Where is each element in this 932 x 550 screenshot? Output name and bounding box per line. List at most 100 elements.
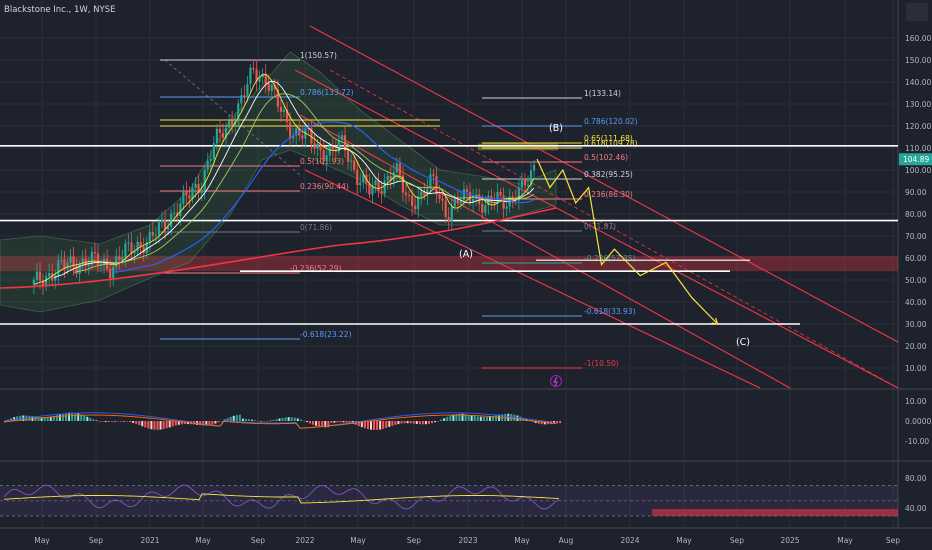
candle-body-122 [404, 192, 408, 196]
macd-bar-98 [302, 420, 305, 422]
macd-bar-82 [254, 420, 257, 421]
macd-bar-101 [312, 421, 315, 425]
candle-body-58 [209, 159, 212, 161]
time-tick-13: Sep [730, 536, 744, 545]
macd-bar-70 [217, 421, 220, 423]
candle-body-115 [383, 180, 386, 194]
candle-body-77 [267, 83, 270, 91]
candle-body-108 [362, 174, 365, 183]
macd-bar-41 [129, 421, 132, 423]
macd-bar-97 [299, 419, 302, 421]
macd-bar-46 [144, 421, 147, 428]
price-tick-3: 130.00 [905, 100, 931, 109]
macd-bar-120 [370, 421, 372, 430]
candle-body-157 [511, 196, 514, 199]
price-tick-8: 80.00 [905, 210, 927, 219]
macd-bar-67 [208, 421, 211, 426]
candle-body-144 [472, 198, 475, 203]
candle-body-131 [432, 174, 435, 176]
price-tick-2: 140.00 [905, 78, 931, 87]
fib-label-5: -0.236(52.29) [290, 264, 342, 273]
macd-bar-29 [92, 419, 95, 421]
candle-body-70 [246, 83, 249, 96]
candle-body-155 [505, 206, 508, 209]
macd-bar-33 [104, 421, 107, 422]
macd-bar-12 [40, 417, 43, 421]
macd-bar-124 [382, 421, 385, 429]
macd-bar-116 [357, 421, 360, 426]
candle-body-136 [447, 216, 450, 222]
macd-bar-24 [77, 413, 80, 421]
macd-bar-108 [333, 421, 336, 423]
candle-body-133 [438, 194, 441, 199]
candle-body-97 [328, 145, 331, 156]
macd-bar-141 [434, 421, 437, 423]
macd-bar-153 [470, 415, 473, 421]
macd-bar-110 [339, 421, 342, 423]
candle-body-161 [523, 178, 527, 186]
macd-bar-36 [113, 421, 116, 422]
candle-body-81 [279, 106, 283, 112]
lightning-ring [550, 375, 562, 387]
price-tick-14: 20.00 [905, 342, 927, 351]
candle-body-123 [407, 195, 411, 197]
candle-body-13 [72, 256, 75, 267]
candle-body-126 [417, 196, 420, 210]
candle-body-9 [60, 259, 63, 261]
macd-bar-102 [315, 421, 318, 426]
candle-body-124 [411, 195, 414, 206]
macd-bar-26 [83, 415, 86, 421]
macd-bar-168 [516, 415, 519, 421]
macd-bar-139 [427, 421, 430, 424]
macd-bar-14 [46, 417, 49, 421]
candle-body-153 [499, 191, 502, 196]
time-tick-16: Sep [886, 536, 900, 545]
candle-body-134 [441, 198, 444, 201]
candle-body-43 [163, 219, 167, 230]
rsi-tick-0: 80.00 [905, 474, 927, 483]
macd-bar-112 [345, 421, 348, 423]
candle-body-31 [127, 242, 130, 244]
macd-tick-1: 0.0000 [905, 417, 931, 426]
candle-body-110 [368, 183, 371, 195]
time-tick-8: 2023 [458, 536, 477, 545]
macd-bar-37 [116, 421, 119, 422]
time-tick-6: May [350, 536, 366, 545]
macd-bar-84 [260, 421, 263, 422]
macd-bar-38 [119, 421, 122, 422]
macd-bar-155 [476, 416, 479, 421]
macd-bar-85 [263, 421, 266, 422]
candle-body-125 [414, 205, 417, 210]
candle-body-25 [109, 268, 112, 279]
rsi-tick-1: 40.00 [905, 504, 927, 513]
current-price-label: 104.89 [903, 155, 929, 164]
candle-body-78 [270, 84, 273, 91]
macd-bar-159 [488, 416, 491, 421]
fib-label-2: 0.5(101.93) [300, 157, 344, 166]
lightning-icon [550, 375, 562, 387]
candle-body-21 [96, 253, 100, 266]
layout-toggle-button[interactable] [906, 3, 928, 21]
macd-bar-30 [95, 420, 98, 421]
candle-body-64 [228, 120, 231, 128]
fib-label-7: 1(133.14) [584, 89, 621, 98]
candle-body-121 [401, 175, 405, 193]
macd-bar-182 [559, 421, 562, 424]
macd-bar-89 [275, 419, 278, 421]
candle-body-44 [167, 226, 170, 230]
candle-body-59 [212, 143, 215, 160]
candle-body-52 [191, 187, 194, 199]
candle-body-39 [151, 231, 154, 236]
fib-label-15: -0.236(57.35) [584, 254, 636, 263]
fib-label-9: 0.65(111.68) [584, 134, 633, 143]
macd-bar-50 [156, 421, 159, 430]
macd-bar-13 [43, 417, 46, 421]
price-tick-9: 70.00 [905, 232, 927, 241]
candle-body-10 [63, 259, 66, 269]
macd-bar-144 [443, 418, 446, 421]
macd-bar-16 [52, 416, 55, 421]
macd-bar-10 [34, 416, 37, 421]
macd-bar-160 [492, 415, 494, 421]
macd-bar-75 [232, 415, 235, 421]
